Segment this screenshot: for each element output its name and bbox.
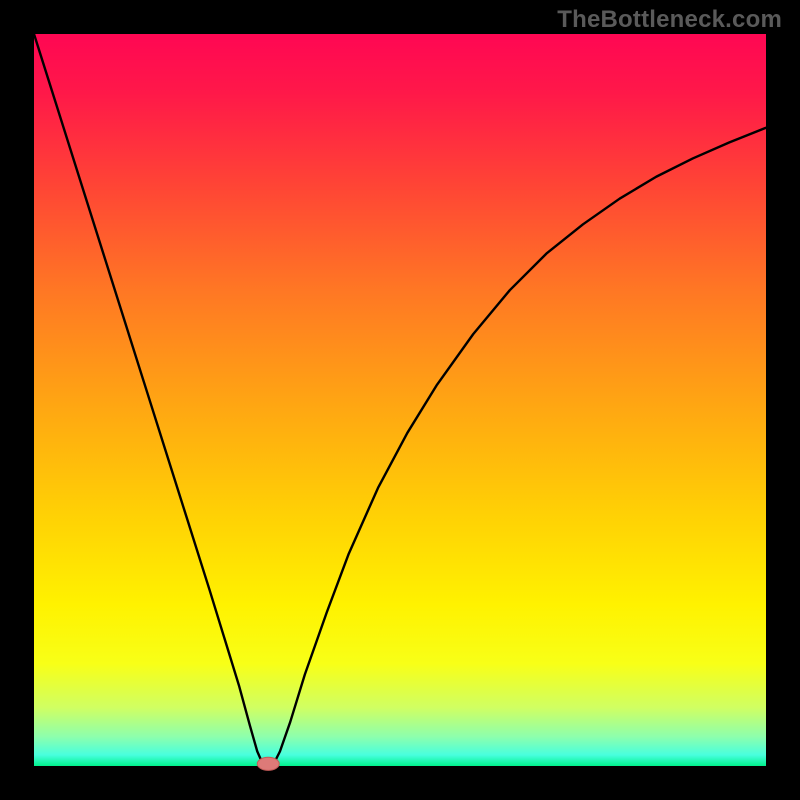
watermark-text: TheBottleneck.com (557, 6, 782, 34)
bottleneck-chart: TheBottleneck.com (0, 0, 800, 800)
chart-svg (0, 0, 800, 800)
